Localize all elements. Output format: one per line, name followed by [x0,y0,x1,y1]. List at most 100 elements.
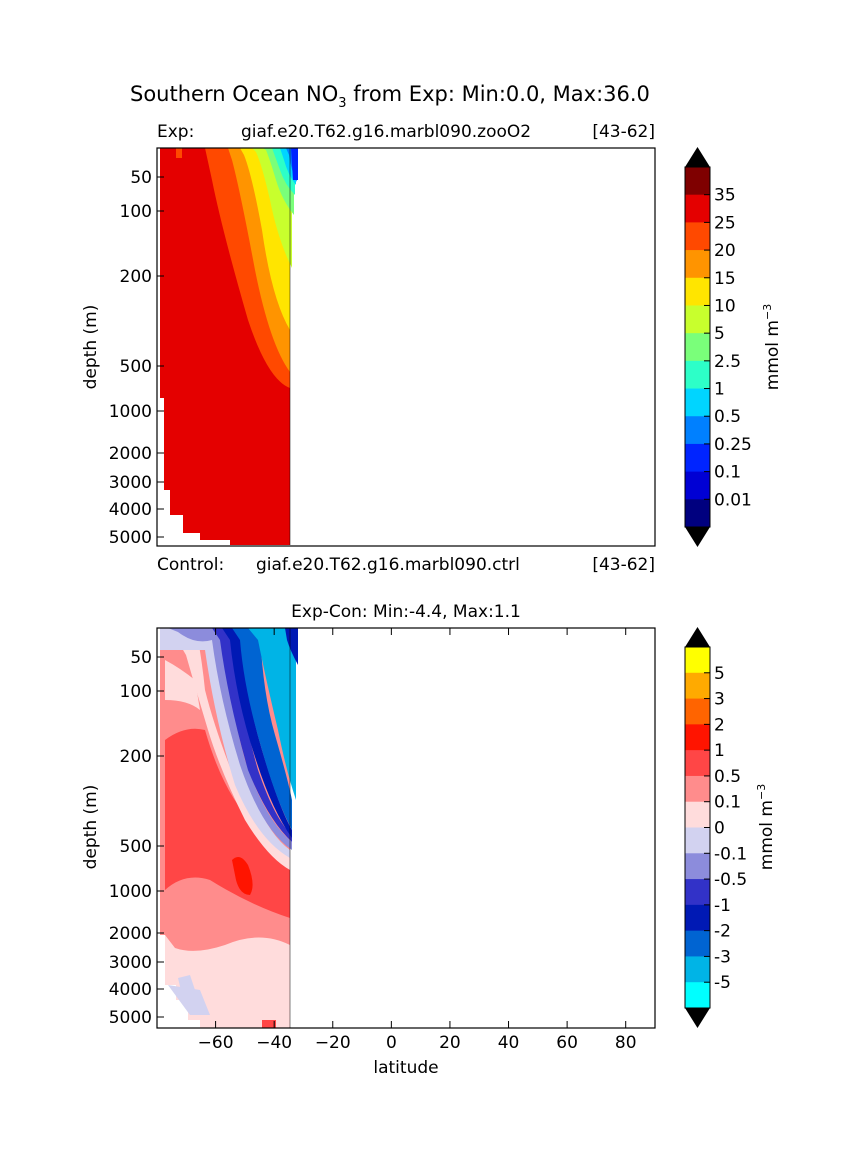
colorbar-swatch [685,471,710,500]
colorbar-tick-label: 20 [714,241,736,261]
bottom-plot-frame [156,627,656,1029]
colorbar-tick-label: 0.01 [714,490,752,510]
y-tick-label: 5000 [109,1008,152,1028]
colorbar-tick-label: 0.1 [714,793,741,813]
y-tick-label: 500 [120,357,152,377]
colorbar-swatch [685,853,710,880]
colorbar-tick-label: 15 [714,269,736,289]
colorbar-tick-label: 25 [714,213,736,233]
colorbar-swatch [685,775,710,803]
bottom-y-axis: 50 100 200 500 1000 2000 3000 4000 5000 [109,648,164,1028]
top-y-axis-label: depth (m) [81,305,101,390]
colorbar-swatch [685,333,710,362]
x-tick-label: 60 [556,1033,578,1053]
x-tick-label: 0 [386,1033,397,1053]
colorbar-swatch [685,416,710,445]
bottom-panel: Exp-Con: Min:-4.4, Max:1.1 50 1 0 0 200 500 10… [81,602,777,1078]
colorbar-swatch [685,277,710,306]
figure-title: Southern Ocean NO3 from Exp: Min:0.0, Ma… [130,82,650,111]
colorbar-swatch [685,222,710,251]
colorbar-tick-label: -3 [714,947,731,967]
colorbar-extend-max [685,147,710,167]
colorbar-swatch [685,250,710,279]
bottom-contour-fill [160,628,298,1028]
x-tick-label: 20 [439,1033,461,1053]
top-y-axis: 50 100 200 500 1000 2000 3000 4000 5000 [109,168,164,548]
y-tick-label: 5000 [109,528,152,548]
y-tick-label: 200 [120,267,152,287]
colorbar-tick-label: 1 [714,741,725,761]
top-panel: Exp: giaf.e20.T62.g16.marbl090.zooO2 [43… [81,122,783,575]
colorbar-swatch [685,194,710,223]
colorbar-swatch [685,750,710,777]
colorbar-tick-label: 0.5 [714,767,741,787]
colorbar-swatch [685,904,710,932]
y-tick-label: 2000 [109,444,152,464]
colorbar-tick-label: 5 [714,324,725,344]
colorbar-swatch [685,930,710,957]
colorbar-swatch [685,167,710,196]
control-run-name: giaf.e20.T62.g16.marbl090.ctrl [256,555,520,575]
x-tick-label: −60 [198,1033,234,1053]
top-contour-fill [160,148,298,545]
y-tick-label: 4000 [109,980,152,1000]
y-tick-label: 1000 [109,882,152,902]
colorbar-extend-max [685,627,710,647]
control-years: [43-62] [592,555,655,575]
colorbar-tick-label: 1 [714,380,725,400]
exp-label: Exp: [157,122,194,142]
colorbar-tick-label: 0 [714,819,725,839]
colorbar-tick-label: 0.25 [714,435,752,455]
colorbar-extend-min [685,1008,710,1028]
colorbar-extend-min [685,527,710,547]
exp-run-name: giaf.e20.T62.g16.marbl090.zooO2 [241,122,531,142]
colorbar-tick-label: -1 [714,896,731,916]
colorbar-tick-label: 5 [714,664,725,684]
colorbar-tick-label: 0.1 [714,463,741,483]
colorbar-swatch [685,827,710,854]
colorbar-swatch [685,672,710,700]
y-tick-label: 100 [120,202,152,222]
colorbar-tick-label: 0.5 [714,407,741,427]
colorbar-tick-label: -0.1 [714,844,747,864]
colorbar-swatch [685,388,710,417]
colorbar-swatch [685,982,710,1009]
colorbar-swatch [685,443,710,473]
colorbar-tick-label: -2 [714,922,731,942]
y-tick-label: 500 [120,837,152,857]
y-tick-label: 3000 [109,473,152,493]
bottom-colorbar-label: mmol m−3 [755,784,777,870]
x-tick-label: 80 [615,1033,637,1053]
y-tick-label: 50 [130,648,152,668]
colorbar-tick-label: 2 [714,715,725,735]
colorbar-swatch [685,956,710,983]
colorbar-swatch [685,499,710,528]
x-tick-label: −40 [256,1033,292,1053]
colorbar-frame [684,166,711,528]
top-colorbar-label: mmol m−3 [761,304,783,390]
x-tick-label: −20 [315,1033,351,1053]
y-tick-label: 200 [120,747,152,767]
control-label: Control: [157,555,224,575]
colorbar-swatch [685,801,710,828]
y-tick-label: 3000 [109,953,152,973]
bottom-x-axis-label: latitude [373,1058,438,1078]
colorbar-tick-label: -0.5 [714,870,747,890]
bottom-y-axis-label: depth (m) [81,785,101,870]
colorbar-swatch [685,724,710,751]
bottom-colorbar: -5 -3 -2 -1 -0.5 -0.1 0 0.1 0.5 1 2 3 5 [684,627,747,1028]
y-tick-label: 50 [130,168,152,188]
colorbar-tick-label: 35 [714,186,736,206]
y-tick-label: 2000 [109,924,152,944]
colorbar-swatch [685,647,710,674]
colorbar-swatch [685,305,710,334]
x-tick-label: 40 [498,1033,520,1053]
top-colorbar: 0.01 0.1 0.25 0.5 1 2.5 5 10 15 20 25 35 [684,147,752,547]
colorbar-tick-label: 2.5 [714,352,741,372]
y-tick-label: 1000 [109,402,152,422]
colorbar-swatch [685,879,710,906]
bottom-panel-title: Exp-Con: Min:-4.4, Max:1.1 [291,602,521,622]
colorbar-tick-label: 10 [714,296,736,316]
y-tick-label: 4000 [109,500,152,520]
